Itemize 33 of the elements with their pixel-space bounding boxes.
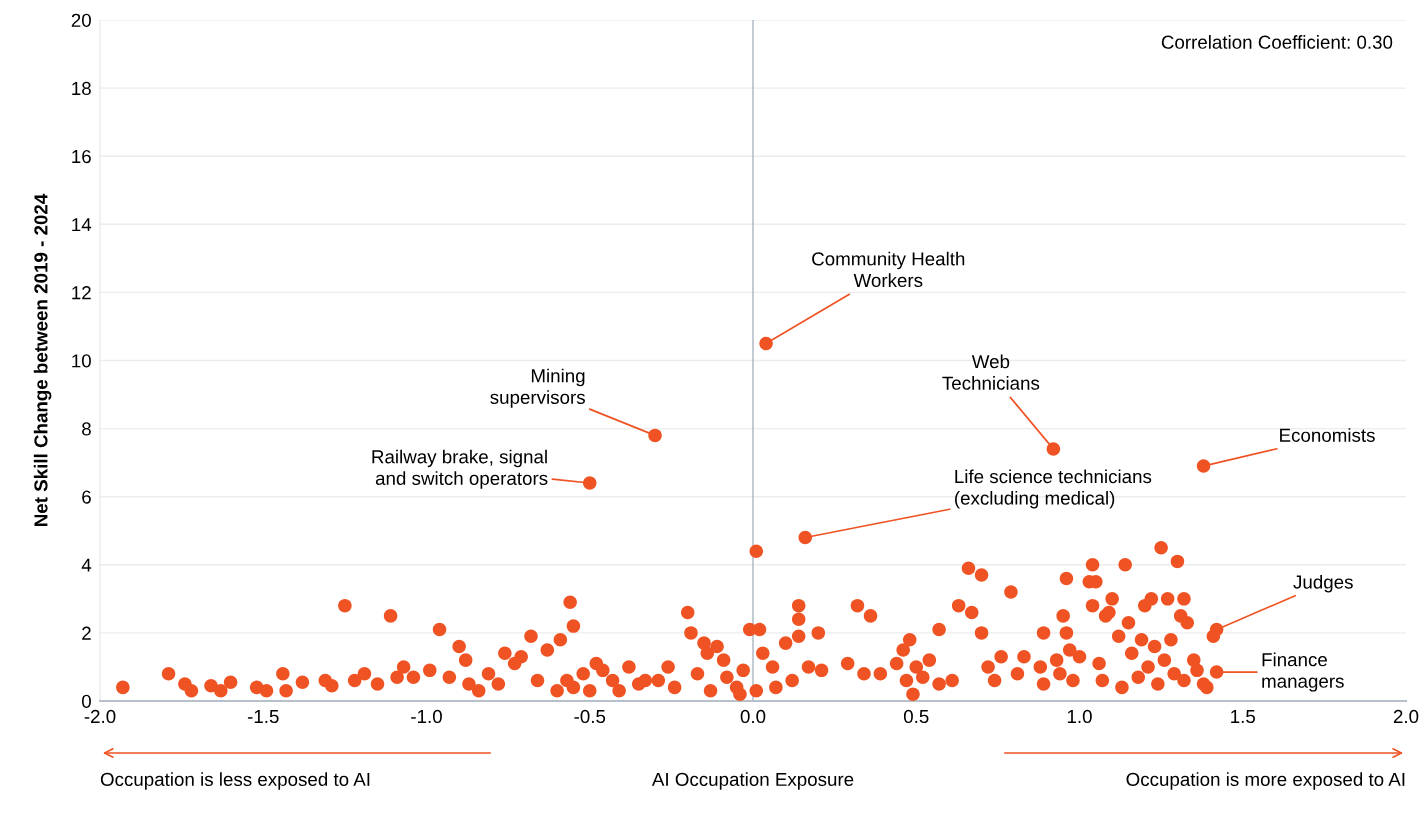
x-tick-label: 2.0 [1393,709,1419,724]
y-tick-label: 0 [81,694,91,708]
y-tick-label: 8 [82,422,91,436]
y-tick-label: 6 [82,490,91,504]
x-tick-label: 1.5 [1231,710,1255,724]
y-tick-label: 4 [81,558,92,572]
x-tick-label: -0.5 [574,709,606,724]
y-tick-label: 14 [72,218,92,232]
y-axis-title: Net Skill Change between 2019 - 2024 [33,193,52,526]
y-tick-label: 2 [82,626,91,640]
annotation: Railway brake, signal and switch operators [372,449,548,489]
x-tick-label: 0.0 [740,709,766,724]
y-tick-label: 12 [72,286,91,300]
x-tick-label: -1.5 [247,710,279,724]
y-tick-label: 18 [72,81,91,96]
annotation: Life science technicians (excluding medical) [955,469,1152,509]
x-tick-label: -2.0 [84,709,116,724]
y-tick-label: 16 [72,149,91,164]
annotation: Mining supervisors [490,368,585,408]
annotation: Judges [1293,574,1353,593]
y-tick-label: 10 [72,354,91,368]
x-tick-label: 1.0 [1067,709,1092,724]
annotation: Economists [1280,428,1375,442]
x-tick-label: -1.0 [411,709,442,724]
annotation: Correlation Coefficient: 0.30 [1161,35,1393,49]
x-axis-title: AI Occupation Exposure [651,772,854,790]
annotation: Web Technicians [942,354,1040,390]
text: Occupation is less exposed to AI [100,772,370,790]
text: Occupation is more exposed to AI [1126,772,1405,790]
annotation: Finance managers [1262,652,1344,692]
x-tick-label: 0.5 [903,709,929,724]
annotation: Community Health Workers [812,251,965,288]
y-tick-label: 20 [71,13,91,27]
